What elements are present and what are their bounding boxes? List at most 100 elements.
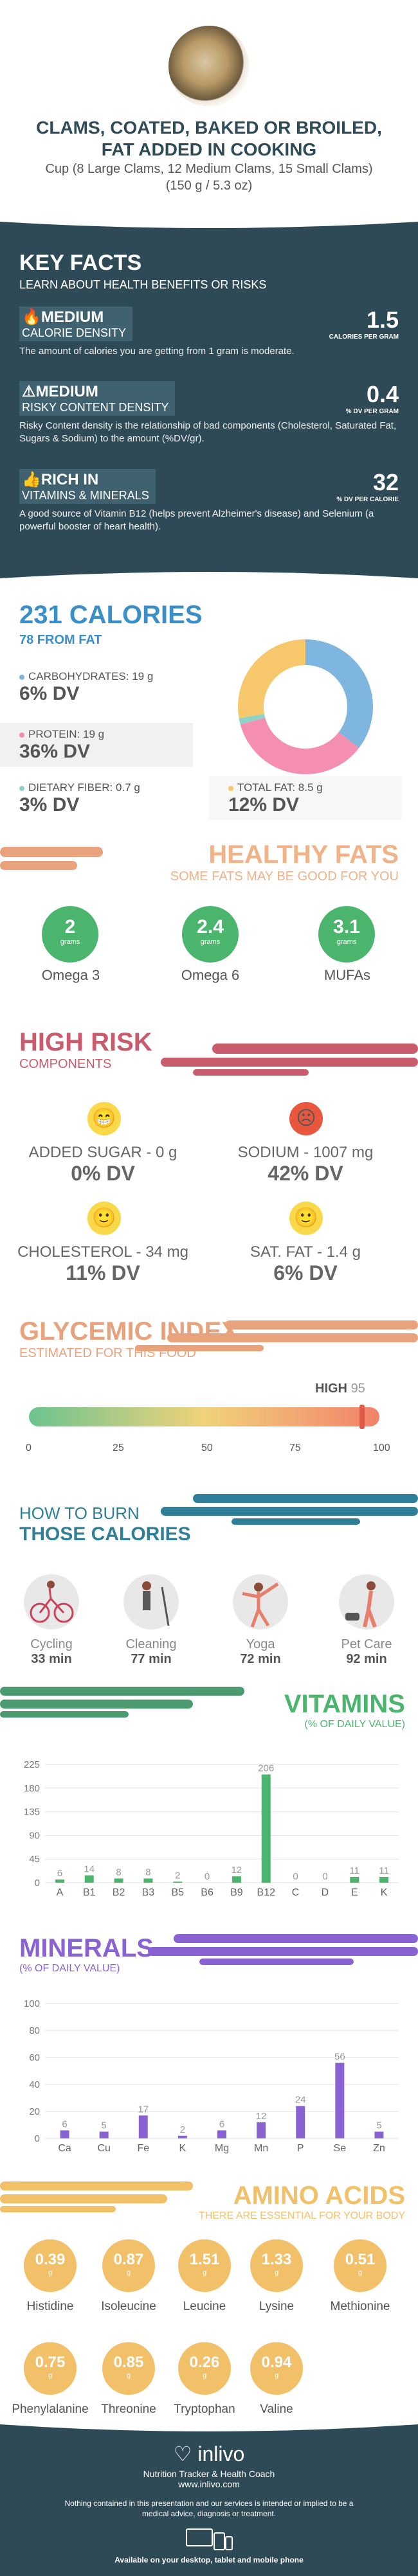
warning-icon: ⚠ xyxy=(22,383,36,400)
y-tick-label: 225 xyxy=(24,1759,40,1770)
bar-B12 xyxy=(261,1774,271,1883)
activity-minutes: 77 min xyxy=(131,1652,172,1666)
amino-unit: g xyxy=(126,2269,131,2277)
amino-acid-item: 0.39 g Histidine xyxy=(12,2239,89,2314)
x-tick-label: Ca xyxy=(58,2143,71,2154)
bar-E xyxy=(350,1877,359,1883)
y-tick-label: 0 xyxy=(35,1878,40,1888)
devices-icon xyxy=(0,2527,418,2555)
amino-label: Isoleucine xyxy=(101,2300,156,2313)
y-tick-label: 40 xyxy=(29,2079,40,2090)
x-tick-label: E xyxy=(351,1887,358,1898)
amino-value: 0.85 xyxy=(113,2354,144,2371)
amino-acid-item: 0.87 g Isoleucine xyxy=(90,2239,167,2314)
fact-value: 0.4 xyxy=(366,381,399,407)
nutrient-protein: PROTEIN: 19 g 36% DV xyxy=(0,723,193,767)
glycemic-tick: 100 xyxy=(373,1443,390,1453)
amino-header: AMINO ACIDS THERE ARE ESSENTIAL FOR YOUR… xyxy=(167,2181,405,2222)
fat-label: MUFAs xyxy=(323,967,371,983)
risk-header: HIGH RISK COMPONENTS xyxy=(19,1028,212,1072)
amino-value: 1.33 xyxy=(261,2251,292,2268)
x-tick-label: K xyxy=(179,2143,186,2154)
y-tick-label: 45 xyxy=(29,1854,40,1865)
key-fact-vitamins-minerals: 👍RICH IN VITAMINS & MINERALS 32% DV PER C… xyxy=(19,469,399,533)
x-tick-label: A xyxy=(57,1887,64,1898)
amino-unit: g xyxy=(274,2372,279,2379)
fat-label: Omega 6 xyxy=(181,967,240,983)
bar-value-label: 0 xyxy=(322,1871,327,1882)
x-tick-label: B6 xyxy=(201,1887,214,1898)
fact-description: Risky Content density is the relationshi… xyxy=(19,420,397,444)
donut-slice-fat xyxy=(238,639,373,774)
bar-value-label: 0 xyxy=(204,1871,210,1882)
bar-Fe xyxy=(138,2115,148,2138)
x-tick-label: K xyxy=(381,1887,388,1898)
vitamins-stripes xyxy=(0,1687,244,1718)
hero-section: CLAMS, COATED, BAKED OR BROILED, FAT ADD… xyxy=(0,0,418,212)
bar-Mn xyxy=(257,2122,266,2138)
y-tick-label: 20 xyxy=(29,2106,40,2117)
amino-label: Phenylalanine xyxy=(12,2403,89,2416)
amino-circle: 1.51 g xyxy=(178,2239,231,2292)
risk-label: CHOLESTEROL - 34 mg xyxy=(17,1243,188,1261)
glycemic-header: GLYCEMIC INDEX ESTIMATED FOR THIS FOOD xyxy=(19,1317,277,1361)
brand-name: inlivo xyxy=(197,2442,245,2465)
calories-title: 231 CALORIES xyxy=(19,601,203,629)
bar-value-label: 2 xyxy=(175,1870,180,1881)
risk-dv: 42% DV xyxy=(268,1162,343,1185)
x-tick-label: P xyxy=(297,2143,304,2154)
bar-value-label: 5 xyxy=(101,2120,106,2131)
bar-B1 xyxy=(84,1875,94,1883)
amino-unit: g xyxy=(48,2269,53,2277)
amino-unit: g xyxy=(202,2372,207,2379)
amino-circle: 0.26 g xyxy=(178,2342,231,2395)
glycemic-tick: 0 xyxy=(26,1443,32,1453)
amino-label: Methionine xyxy=(330,2300,390,2313)
amino-unit: g xyxy=(48,2372,53,2379)
risk-sat-fat: SAT. FAT - 1.4 g 6% DV xyxy=(209,1243,402,1285)
amino-acid-item: 0.94 g Valine xyxy=(238,2342,315,2417)
key-facts-heading: KEY FACTS xyxy=(19,251,142,275)
amino-subheading: THERE ARE ESSENTIAL FOR YOUR BODY xyxy=(199,2210,405,2221)
x-tick-label: Fe xyxy=(137,2143,149,2154)
glycemic-tick: 75 xyxy=(289,1443,301,1453)
amino-unit: g xyxy=(202,2269,207,2277)
fact-description: The amount of calories you are getting f… xyxy=(19,346,295,357)
x-tick-label: Mg xyxy=(215,2143,229,2154)
amino-acid-item: 0.26 g Tryptophan xyxy=(166,2342,243,2417)
x-tick-label: B1 xyxy=(83,1887,96,1898)
bar-value-label: 11 xyxy=(349,1865,359,1876)
fat-value: 2 xyxy=(64,916,76,937)
risk-dv: 11% DV xyxy=(66,1261,140,1284)
key-facts-subheading: LEARN ABOUT HEALTH BENEFITS OR RISKS xyxy=(19,278,267,291)
amino-circle: 0.39 g xyxy=(24,2239,77,2292)
bar-value-label: 12 xyxy=(232,1865,242,1876)
x-tick-label: B9 xyxy=(230,1887,243,1898)
activity-minutes: 92 min xyxy=(346,1652,387,1666)
bar-A xyxy=(55,1879,64,1883)
donut-slice-protein xyxy=(238,639,373,774)
risk-subheading: COMPONENTS xyxy=(19,1057,112,1071)
minerals-header: MINERALS (% OF DAILY VALUE) xyxy=(19,1934,212,1975)
bar-value-label: 6 xyxy=(57,1868,62,1879)
serving-size: Cup (8 Large Clams, 12 Medium Clams, 15 … xyxy=(45,162,373,193)
minerals-stripes xyxy=(148,1934,418,1965)
fact-level: RICH IN xyxy=(41,471,99,488)
wave-divider-footer xyxy=(0,2422,418,2431)
fact-badge: ⚠MEDIUM RISKY CONTENT DENSITY xyxy=(19,381,176,416)
amino-value: 0.75 xyxy=(35,2354,66,2371)
bar-value-label: 56 xyxy=(334,2051,345,2062)
vitamins-header: VITAMINS (% OF DAILY VALUE) xyxy=(193,1690,405,1730)
x-tick-label: B5 xyxy=(171,1887,184,1898)
fiber-dot-icon xyxy=(19,786,24,791)
bar-value-label: 24 xyxy=(295,2095,306,2106)
nutrient-label: DIETARY FIBER: 0.7 g xyxy=(28,781,140,794)
y-tick-label: 80 xyxy=(29,2025,40,2036)
activity-cycling: Cycling 33 min xyxy=(13,1574,90,1667)
burn-stripes xyxy=(161,1494,418,1525)
bar-value-label: 0 xyxy=(293,1871,298,1882)
amino-value: 1.51 xyxy=(189,2251,220,2268)
amino-label: Valine xyxy=(260,2403,293,2416)
bar-value-label: 206 xyxy=(258,1763,274,1774)
amino-value: 0.26 xyxy=(189,2354,220,2371)
